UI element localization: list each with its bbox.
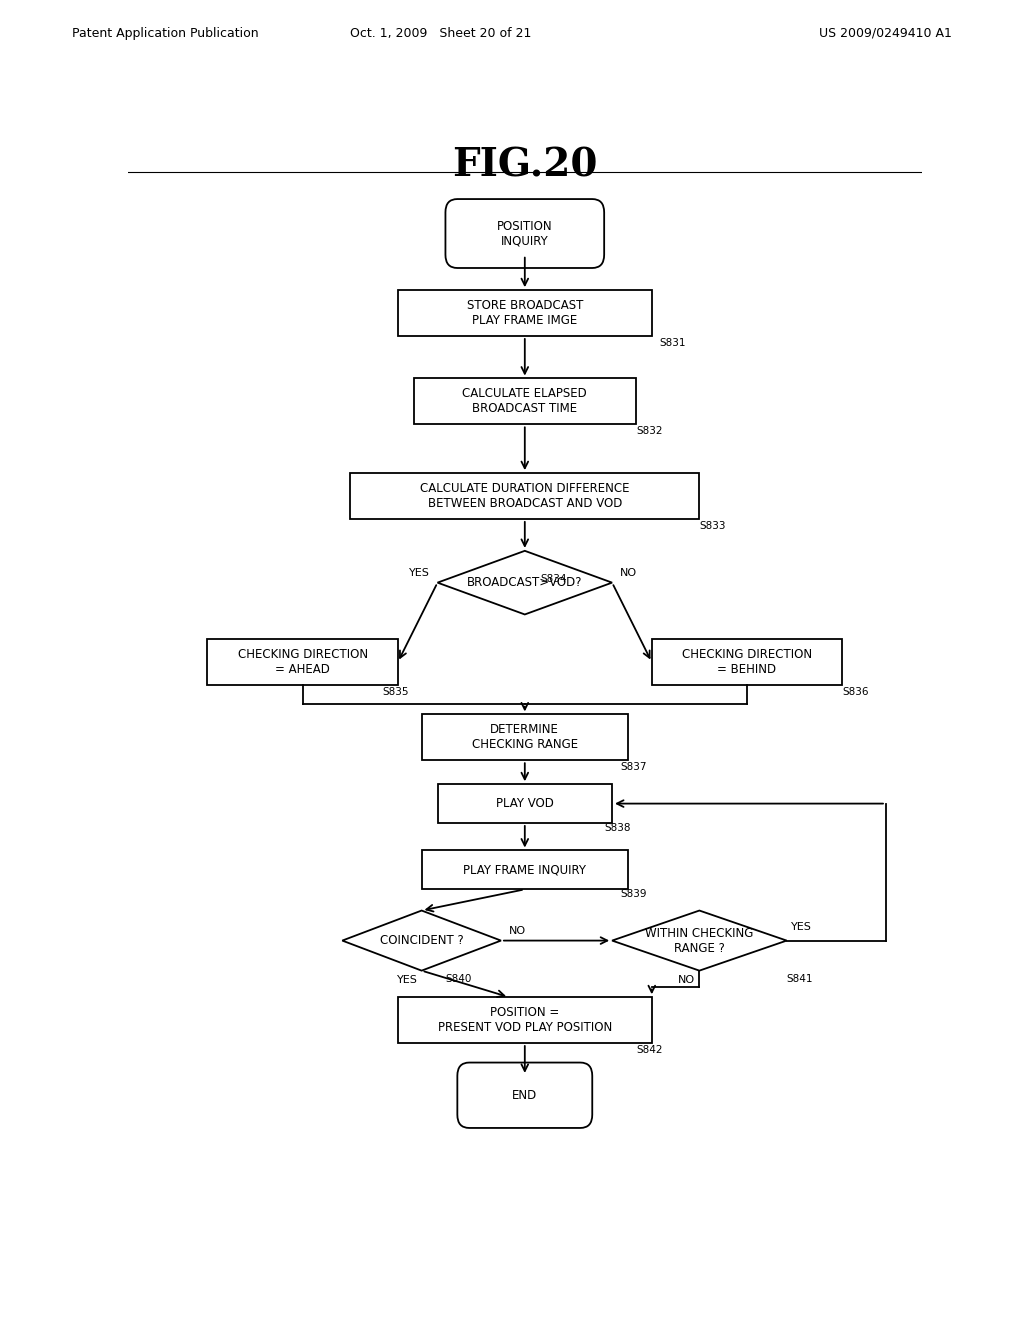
Text: STORE BROADCAST
PLAY FRAME IMGE: STORE BROADCAST PLAY FRAME IMGE: [467, 300, 583, 327]
FancyBboxPatch shape: [652, 639, 842, 685]
Text: S842: S842: [636, 1045, 663, 1055]
Text: S835: S835: [382, 686, 409, 697]
Text: POSITION
INQUIRY: POSITION INQUIRY: [497, 219, 553, 248]
Text: PLAY VOD: PLAY VOD: [496, 797, 554, 810]
Text: CALCULATE DURATION DIFFERENCE
BETWEEN BROADCAST AND VOD: CALCULATE DURATION DIFFERENCE BETWEEN BR…: [420, 482, 630, 510]
Text: YES: YES: [791, 921, 812, 932]
Text: S834: S834: [541, 574, 567, 583]
Text: DETERMINE
CHECKING RANGE: DETERMINE CHECKING RANGE: [472, 723, 578, 751]
Text: END: END: [512, 1089, 538, 1102]
Text: S841: S841: [786, 974, 813, 985]
Text: S831: S831: [659, 338, 686, 347]
Text: BROADCAST>VOD?: BROADCAST>VOD?: [467, 576, 583, 589]
Polygon shape: [437, 550, 612, 614]
Text: CHECKING DIRECTION
= AHEAD: CHECKING DIRECTION = AHEAD: [238, 648, 368, 676]
Text: Patent Application Publication: Patent Application Publication: [72, 26, 258, 40]
Text: S836: S836: [842, 686, 868, 697]
FancyBboxPatch shape: [207, 639, 397, 685]
FancyBboxPatch shape: [422, 850, 628, 890]
Text: NO: NO: [509, 927, 526, 936]
Text: YES: YES: [409, 568, 430, 578]
Text: POSITION =
PRESENT VOD PLAY POSITION: POSITION = PRESENT VOD PLAY POSITION: [437, 1006, 612, 1034]
Text: CALCULATE ELAPSED
BROADCAST TIME: CALCULATE ELAPSED BROADCAST TIME: [463, 388, 587, 416]
Text: S838: S838: [604, 824, 631, 833]
Text: COINCIDENT ?: COINCIDENT ?: [380, 935, 464, 946]
FancyBboxPatch shape: [414, 379, 636, 425]
Text: S840: S840: [445, 974, 472, 985]
Text: S837: S837: [620, 762, 646, 772]
Text: S833: S833: [699, 521, 726, 531]
Text: S832: S832: [636, 426, 663, 436]
FancyBboxPatch shape: [350, 473, 699, 519]
Text: YES: YES: [396, 975, 418, 985]
Text: Oct. 1, 2009   Sheet 20 of 21: Oct. 1, 2009 Sheet 20 of 21: [349, 26, 531, 40]
Polygon shape: [342, 911, 501, 970]
Text: NO: NO: [678, 975, 695, 985]
FancyBboxPatch shape: [397, 290, 651, 337]
FancyBboxPatch shape: [445, 199, 604, 268]
FancyBboxPatch shape: [458, 1063, 592, 1129]
Text: PLAY FRAME INQUIRY: PLAY FRAME INQUIRY: [463, 863, 587, 876]
Text: CHECKING DIRECTION
= BEHIND: CHECKING DIRECTION = BEHIND: [682, 648, 812, 676]
FancyBboxPatch shape: [397, 997, 651, 1043]
FancyBboxPatch shape: [422, 714, 628, 760]
Text: S839: S839: [620, 890, 646, 899]
Text: WITHIN CHECKING
RANGE ?: WITHIN CHECKING RANGE ?: [645, 927, 754, 954]
FancyBboxPatch shape: [437, 784, 612, 824]
Text: FIG.20: FIG.20: [452, 147, 598, 185]
Polygon shape: [612, 911, 786, 970]
Text: NO: NO: [620, 568, 637, 578]
Text: US 2009/0249410 A1: US 2009/0249410 A1: [819, 26, 952, 40]
